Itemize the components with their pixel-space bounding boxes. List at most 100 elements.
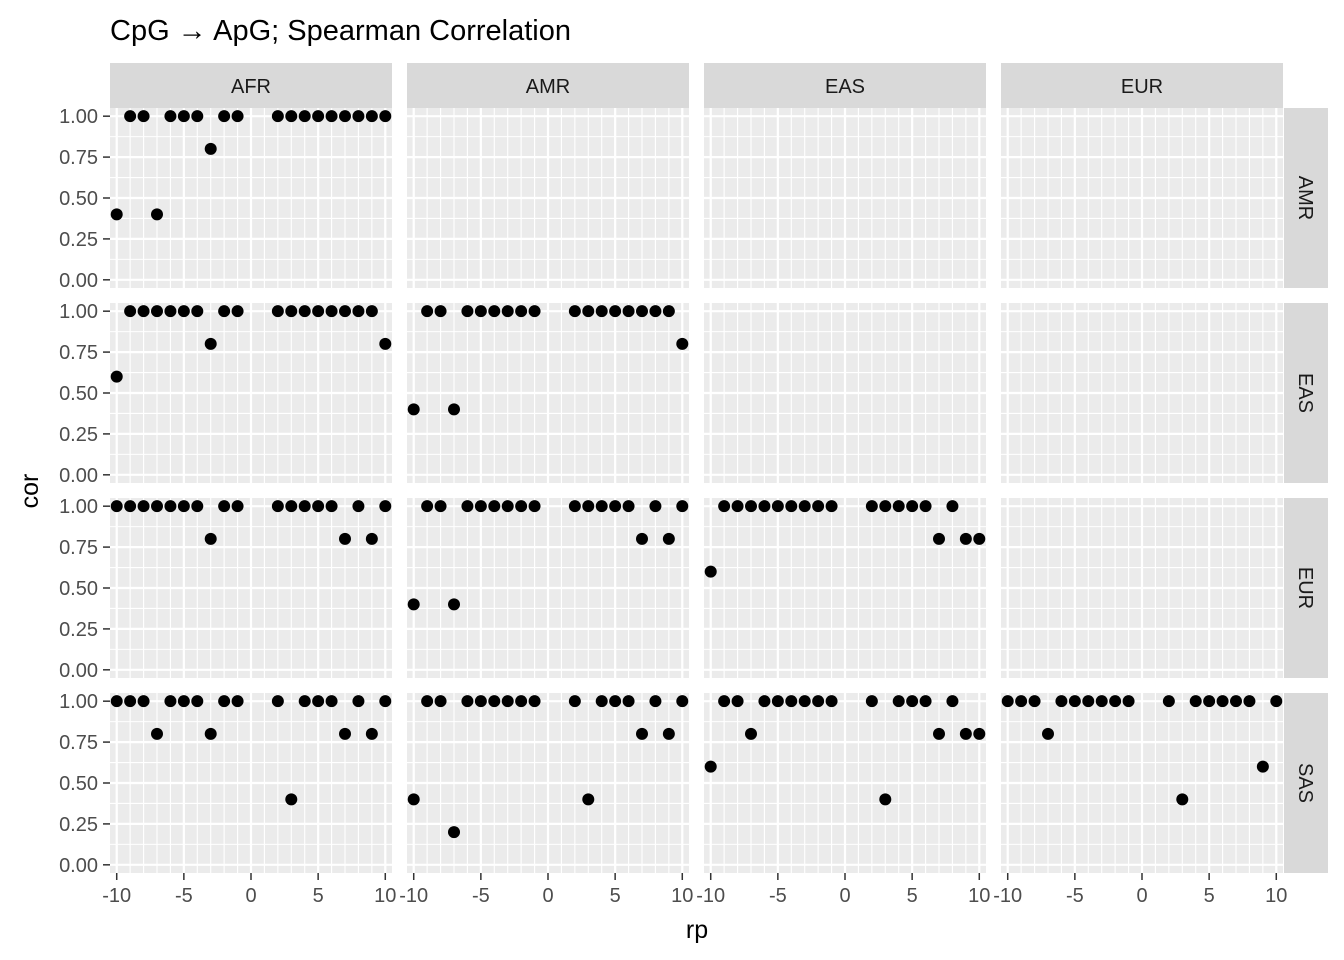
- data-point: [595, 695, 608, 708]
- y-axis-label: cor: [16, 474, 44, 509]
- data-point: [609, 500, 622, 513]
- data-point: [959, 532, 972, 545]
- col-strip-label-eas: EAS: [825, 76, 865, 98]
- x-tick-label: -10: [696, 885, 725, 907]
- x-tick-label: 10: [1265, 885, 1287, 907]
- x-tick-label: 0: [1136, 885, 1147, 907]
- data-point: [582, 305, 595, 318]
- data-point: [718, 695, 731, 708]
- y-tick-label: 0.00: [59, 270, 98, 292]
- data-point: [339, 305, 351, 318]
- col-strip-afr: [110, 63, 392, 108]
- y-tick-label: 0.75: [59, 342, 98, 364]
- y-tick-label: 0.25: [59, 619, 98, 641]
- panel-amr-afr: [110, 108, 392, 288]
- data-point: [636, 727, 648, 740]
- data-point: [298, 305, 311, 318]
- data-point: [421, 695, 434, 708]
- data-point: [662, 305, 675, 318]
- data-point: [731, 500, 744, 513]
- data-point: [649, 500, 662, 513]
- data-point: [865, 695, 878, 708]
- data-point: [421, 500, 434, 513]
- points-eur-eas: [704, 500, 986, 578]
- row-strip-eur: [1284, 498, 1328, 678]
- row-strip-label-eur: EUR: [1294, 567, 1316, 609]
- data-point: [312, 110, 325, 123]
- data-point: [676, 695, 689, 708]
- y-tick-label: 0.50: [59, 578, 98, 600]
- data-point: [285, 500, 298, 513]
- data-point: [622, 305, 635, 318]
- data-point: [137, 500, 150, 513]
- x-tick-label: -5: [769, 885, 787, 907]
- data-point: [191, 695, 204, 708]
- data-point: [379, 500, 392, 513]
- y-tick-label: 1.00: [59, 496, 98, 518]
- data-point: [636, 532, 648, 545]
- x-tick-label: 10: [968, 885, 990, 907]
- x-tick-label: 0: [245, 885, 256, 907]
- data-point: [662, 532, 675, 545]
- data-point: [218, 695, 231, 708]
- data-point: [365, 305, 378, 318]
- panel-eas-afr: [110, 303, 392, 483]
- data-point: [1028, 695, 1041, 708]
- data-point: [325, 305, 338, 318]
- data-point: [474, 695, 487, 708]
- data-point: [298, 110, 311, 123]
- data-point: [906, 695, 919, 708]
- data-point: [461, 305, 474, 318]
- data-point: [352, 500, 365, 513]
- data-point: [365, 727, 378, 740]
- data-point: [595, 305, 608, 318]
- data-point: [798, 695, 811, 708]
- data-point: [285, 110, 298, 123]
- panel-amr-amr: [407, 108, 689, 288]
- data-point: [1082, 695, 1095, 708]
- data-point: [528, 305, 541, 318]
- row-strip-sas: [1284, 693, 1328, 873]
- x-tick-label: -5: [1066, 885, 1084, 907]
- data-point: [1042, 727, 1054, 740]
- data-point: [745, 500, 757, 513]
- data-point: [204, 532, 217, 545]
- facet-panels: AFR AMR EAS EUR AMR EAS EUR SAS 0.00 0.25 0.50 0.75…: [59, 63, 1328, 907]
- data-point: [1095, 695, 1108, 708]
- data-point: [595, 500, 608, 513]
- data-point: [204, 337, 217, 350]
- y-tick-label: 0.00: [59, 465, 98, 487]
- data-point: [582, 793, 595, 806]
- data-point: [191, 110, 204, 123]
- points-eas-afr: [110, 305, 392, 383]
- data-point: [515, 500, 528, 513]
- y-tick-label: 1.00: [59, 301, 98, 323]
- data-point: [973, 727, 986, 740]
- data-point: [1068, 695, 1081, 708]
- data-point: [110, 208, 123, 221]
- data-point: [745, 727, 757, 740]
- data-point: [892, 500, 905, 513]
- data-point: [298, 500, 311, 513]
- data-point: [124, 695, 137, 708]
- data-point: [488, 305, 501, 318]
- data-point: [906, 500, 919, 513]
- data-point: [177, 500, 190, 513]
- data-point: [325, 500, 338, 513]
- data-point: [1055, 695, 1068, 708]
- data-point: [622, 500, 635, 513]
- data-point: [448, 826, 460, 839]
- y-tick-label: 0.75: [59, 147, 98, 169]
- data-point: [110, 695, 123, 708]
- panel-eur-eas: [704, 498, 986, 678]
- y-tick-label: 1.00: [59, 106, 98, 128]
- data-point: [124, 500, 137, 513]
- x-tick-label: 5: [313, 885, 324, 907]
- data-point: [271, 110, 284, 123]
- data-point: [892, 695, 905, 708]
- data-point: [798, 500, 811, 513]
- data-point: [177, 305, 190, 318]
- data-point: [704, 760, 717, 773]
- data-point: [488, 695, 501, 708]
- data-point: [271, 305, 284, 318]
